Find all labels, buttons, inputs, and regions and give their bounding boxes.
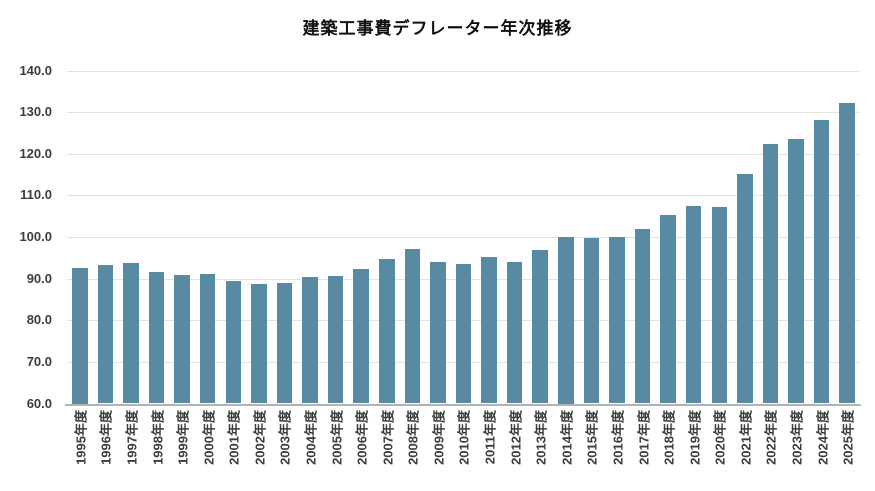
x-axis-label: 2016年度 — [610, 410, 626, 465]
gridline — [67, 237, 860, 238]
gridline — [67, 153, 860, 155]
bar — [711, 207, 728, 404]
chart-title: 建築工事費デフレーター年次推移 — [302, 19, 573, 38]
bar — [532, 250, 548, 404]
y-axis-tick-label: 70.0 — [26, 353, 52, 369]
bar — [813, 120, 830, 404]
x-axis-label: 2003年度 — [277, 410, 293, 465]
x-axis-label: 2024年度 — [815, 410, 831, 465]
x-axis-label: 2010年度 — [456, 410, 472, 465]
bar — [762, 143, 779, 404]
bar — [481, 256, 497, 404]
bar — [660, 215, 676, 404]
bar — [327, 275, 344, 404]
x-axis-label: 2022年度 — [763, 410, 779, 465]
x-axis-label: 1998年度 — [150, 410, 166, 465]
y-axis-tick-label: 60.0 — [26, 395, 52, 411]
x-axis-label: 2021年度 — [738, 410, 754, 465]
x-axis-label: 2009年度 — [431, 410, 447, 465]
bar — [737, 174, 753, 404]
bar — [839, 102, 855, 404]
bar — [174, 275, 190, 404]
y-axis-tick-label: 140.0 — [19, 62, 52, 78]
x-axis-label: 1995年度 — [73, 410, 89, 465]
bar — [123, 263, 139, 404]
bar — [302, 277, 318, 404]
x-axis-label: 2019年度 — [687, 410, 703, 465]
x-axis-label: 2007年度 — [380, 410, 396, 465]
bar — [276, 282, 293, 404]
bar — [97, 265, 114, 404]
x-axis-label: 2015年度 — [584, 410, 600, 465]
y-axis-tick-label: 120.0 — [19, 145, 52, 161]
y-axis-tick-label: 130.0 — [19, 104, 52, 120]
bar — [583, 237, 600, 404]
y-axis-tick-label: 100.0 — [19, 229, 52, 244]
bar — [455, 263, 472, 404]
x-axis-label: 2023年度 — [789, 410, 805, 465]
x-axis-label: 2004年度 — [303, 410, 319, 465]
x-axis-label: 2013年度 — [533, 410, 549, 465]
x-axis-label: 2020年度 — [712, 410, 728, 465]
x-axis-label: 2005年度 — [329, 410, 345, 465]
x-axis-label: 2000年度 — [201, 410, 217, 465]
x-axis-label: 1997年度 — [124, 410, 140, 465]
x-axis-label: 2001年度 — [226, 410, 242, 465]
gridline — [67, 195, 860, 197]
bar — [609, 237, 625, 404]
gridline — [67, 70, 860, 72]
x-axis-label: 2006年度 — [354, 410, 370, 465]
bar — [685, 206, 702, 404]
x-axis-label: 2025年度 — [840, 410, 856, 465]
bar — [430, 262, 446, 404]
x-axis-label: 2008年度 — [405, 410, 421, 465]
bar — [379, 259, 395, 404]
x-axis-label: 2017年度 — [636, 410, 652, 465]
bar — [353, 268, 369, 404]
bar — [148, 271, 165, 404]
bar — [558, 237, 574, 404]
x-axis-label: 2014年度 — [559, 410, 575, 465]
gridline — [67, 112, 860, 114]
y-axis-tick-label: 110.0 — [20, 187, 52, 203]
bar — [225, 280, 242, 404]
x-axis-label: 1996年度 — [98, 410, 114, 465]
x-axis-label: 2011年度 — [482, 410, 498, 465]
x-axis-label: 1999年度 — [175, 410, 191, 465]
bar — [404, 248, 421, 404]
bar — [788, 138, 804, 404]
x-axis-label: 2018年度 — [661, 410, 677, 465]
x-axis-line — [65, 403, 861, 406]
bar — [506, 261, 523, 404]
bar — [72, 268, 88, 404]
x-axis-label: 2002年度 — [252, 410, 268, 465]
x-axis-label: 2012年度 — [508, 410, 524, 465]
y-axis-tick-label: 80.0 — [26, 312, 52, 328]
bar — [251, 284, 267, 404]
bar — [634, 229, 651, 404]
bar — [199, 274, 216, 404]
y-axis-tick-label: 90.0 — [26, 270, 52, 286]
